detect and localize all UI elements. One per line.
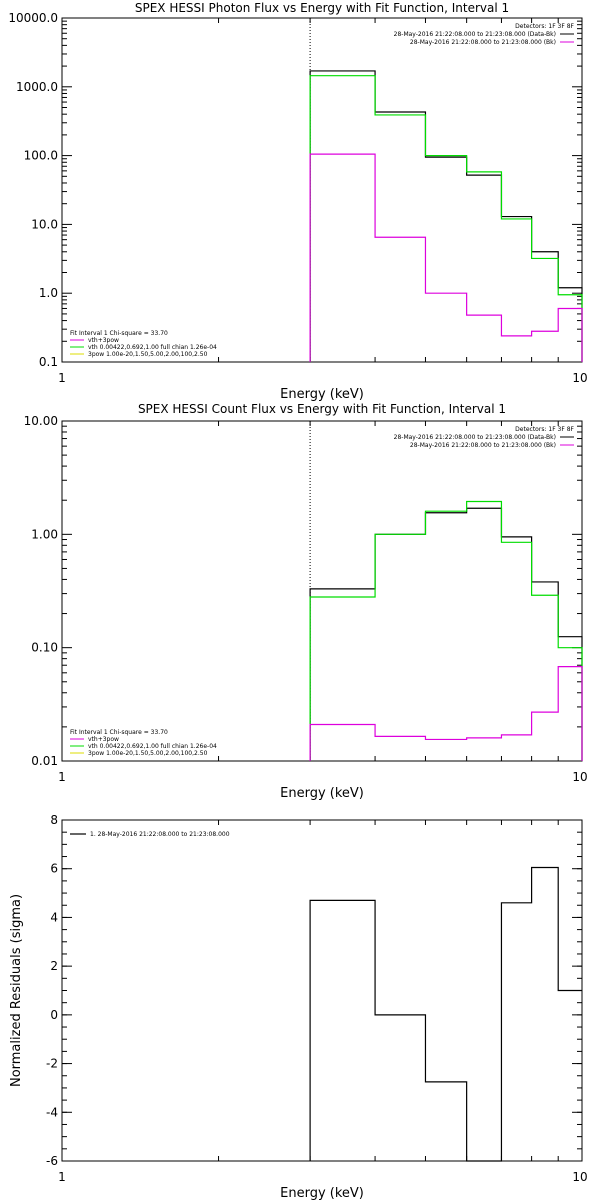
- legend-entry-label: vth+3pow: [88, 736, 119, 743]
- legend-entry-label: 28-May-2016 21:22:08.000 to 21:23:08.000…: [394, 434, 556, 441]
- x-tick-label: 10: [572, 770, 587, 784]
- y-axis-label: Normalized Residuals (sigma): [9, 894, 24, 1087]
- panel-3: 1 10 -6 -4 -2 0 2 4 6 8 Energy (keV) Normalized Res…: [9, 813, 588, 1200]
- panel-2: SPEX HESSI Count Flux vs Energy with Fit…: [24, 402, 588, 801]
- y-tick-label: 4: [50, 910, 58, 924]
- chart-title: SPEX HESSI Count Flux vs Energy with Fit…: [138, 402, 506, 416]
- y-tick-label: 0.01: [31, 754, 58, 768]
- x-axis-label: Energy (keV): [280, 1186, 364, 1200]
- x-tick-label: 10: [572, 371, 587, 385]
- legend-detectors: Detectors: 1F 3F 8F: [515, 426, 574, 433]
- legend-entry-label: 28-May-2016 21:22:08.000 to 21:23:08.000…: [410, 39, 556, 46]
- legend-entry-label: vth+3pow: [88, 337, 119, 344]
- x-tick-label: 1: [58, 1170, 66, 1184]
- legend-entry-label: vth 0.00422,0.692,1.00 full chian 1.26e-…: [88, 344, 217, 351]
- y-tick-label: 2: [50, 959, 58, 973]
- legend-entry-label: 28-May-2016 21:22:08.000 to 21:23:08.000…: [410, 442, 556, 449]
- plot-frame: [61, 17, 583, 363]
- series-histogram: [309, 153, 583, 362]
- y-tick-label: 10000.0: [8, 11, 58, 25]
- y-tick-label: -2: [46, 1057, 58, 1071]
- x-tick-label: 1: [58, 770, 66, 784]
- series-histogram: [309, 507, 583, 761]
- plot-frame: [61, 420, 583, 762]
- y-tick-label: 0: [50, 1008, 58, 1022]
- y-tick-label: 10.0: [31, 217, 58, 231]
- y-tick-label: 8: [50, 813, 58, 827]
- legend-entry-label: 3pow 1.00e-20,1.50,5.00,2.00,100,2.50: [88, 351, 208, 358]
- series-histogram: [309, 75, 583, 362]
- series-histogram: [309, 866, 582, 1162]
- x-tick-label: 1: [58, 371, 66, 385]
- y-tick-label: -4: [46, 1105, 58, 1119]
- legend-detectors: Detectors: 1F 3F 8F: [515, 23, 574, 30]
- y-tick-label: 1.00: [31, 527, 58, 541]
- x-tick-label: 10: [572, 1170, 587, 1184]
- y-tick-label: 1000.0: [16, 80, 58, 94]
- plot-frame: [61, 819, 583, 1162]
- y-tick-label: 0.10: [31, 641, 58, 655]
- series-histogram: [309, 500, 583, 761]
- legend-entry-label: 3pow 1.00e-20,1.50,5.00,2.00,100,2.50: [88, 750, 208, 757]
- y-tick-label: 10.00: [24, 414, 58, 428]
- x-axis-label: Energy (keV): [280, 786, 364, 801]
- legend-entry-label: vth 0.00422,0.692,1.00 full chian 1.26e-…: [88, 743, 217, 750]
- legend-fit-header: Fit Interval 1 Chi-square = 33.70: [70, 330, 168, 337]
- panel-1: SPEX HESSI Photon Flux vs Energy with Fi…: [8, 1, 587, 402]
- x-axis-label: Energy (keV): [280, 387, 364, 402]
- series-histogram: [309, 666, 583, 761]
- y-tick-label: -6: [46, 1154, 58, 1168]
- y-tick-label: 1.0: [39, 286, 58, 300]
- legend-entry-label: 1. 28-May-2016 21:22:08.000 to 21:23:08.…: [90, 831, 230, 838]
- y-tick-label: 100.0: [24, 149, 58, 163]
- legend-entry-label: 28-May-2016 21:22:08.000 to 21:23:08.000…: [394, 31, 556, 38]
- chart-title: SPEX HESSI Photon Flux vs Energy with Fi…: [135, 1, 509, 15]
- series-histogram: [309, 70, 583, 362]
- y-tick-label: 6: [50, 862, 58, 876]
- legend-fit-header: Fit Interval 1 Chi-square = 33.70: [70, 729, 168, 736]
- y-tick-label: 0.1: [39, 355, 58, 369]
